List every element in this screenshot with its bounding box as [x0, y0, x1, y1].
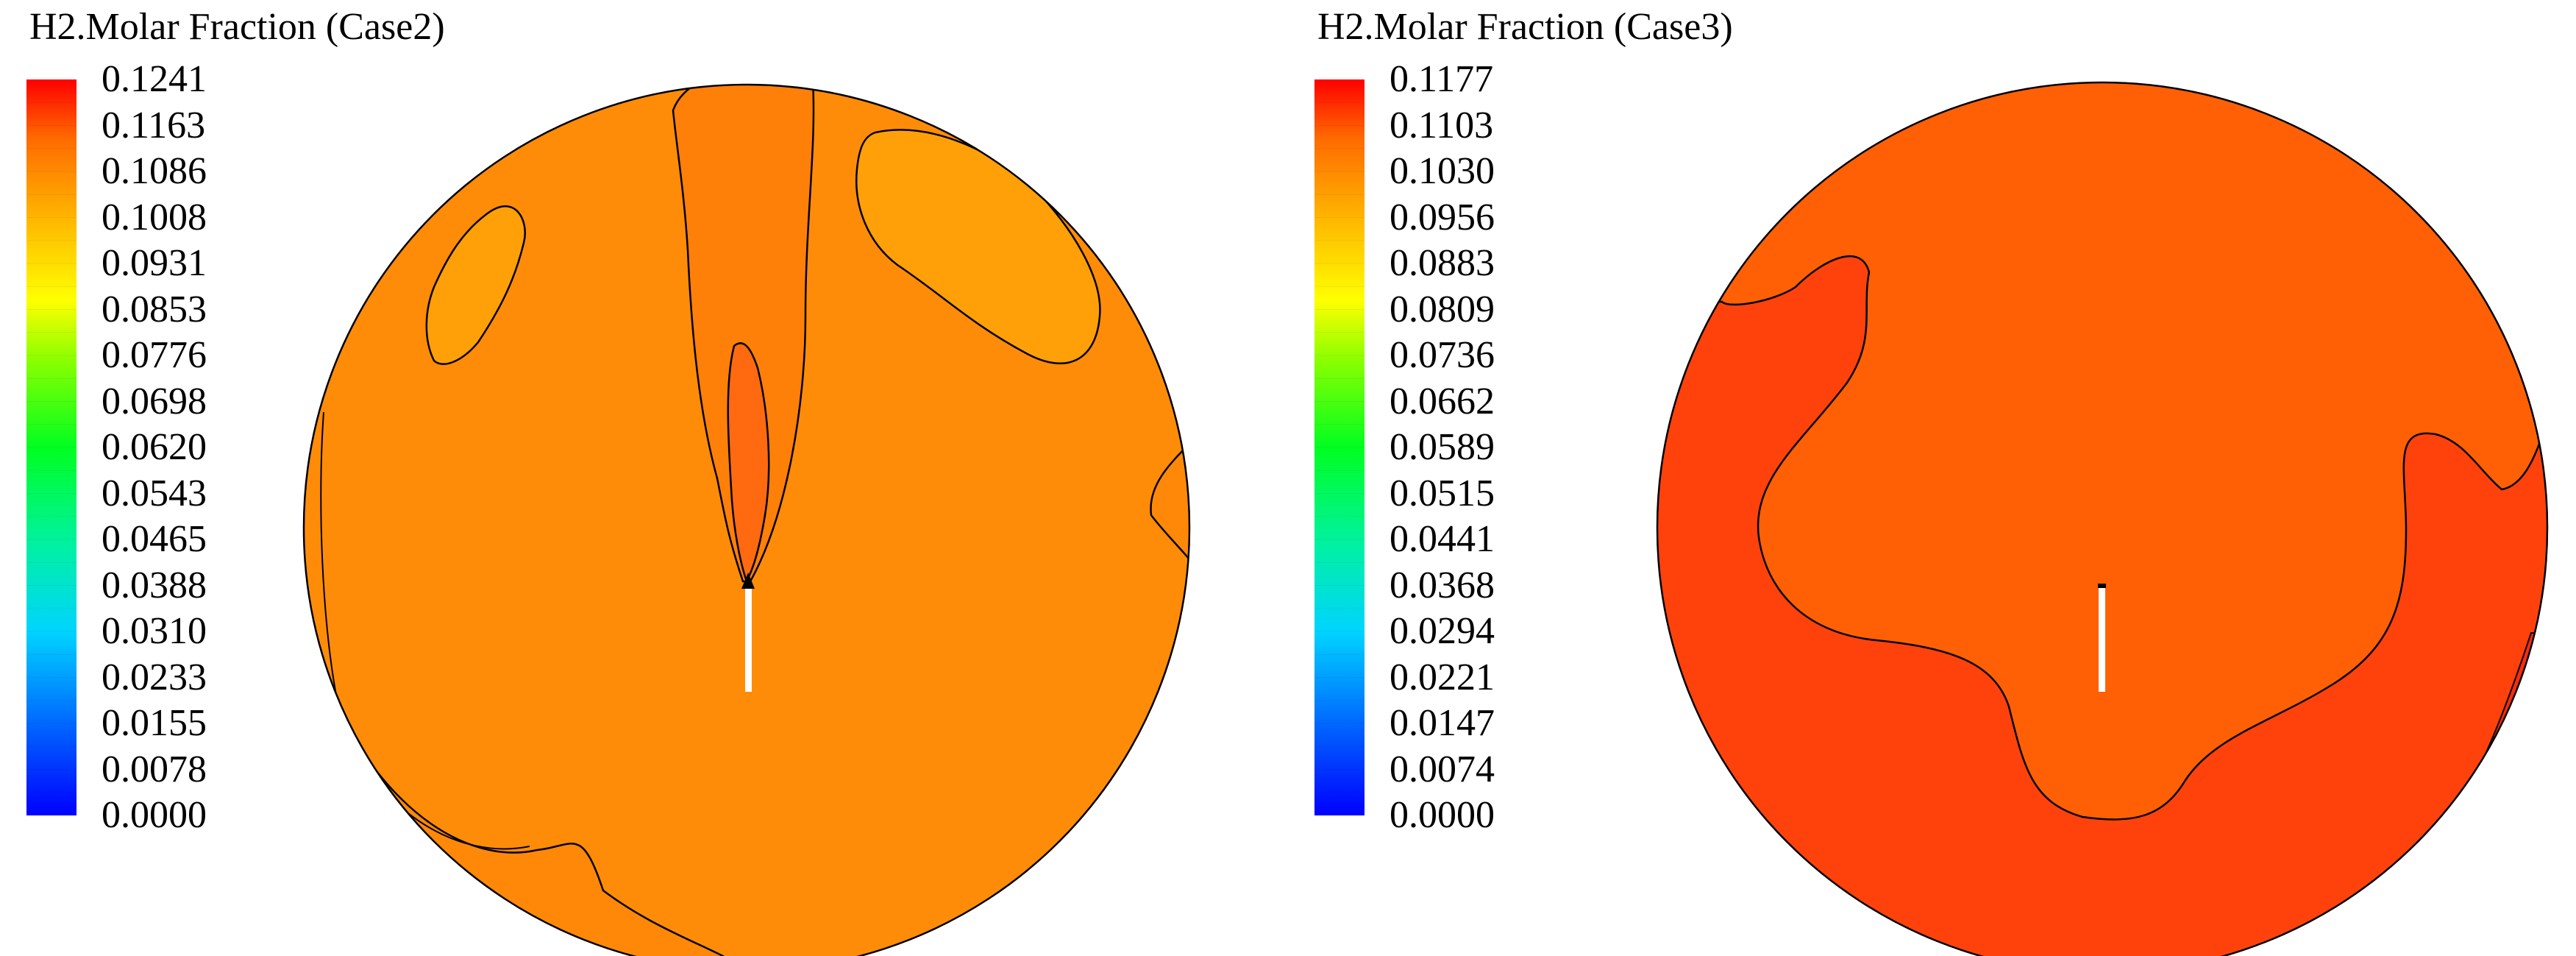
colorbar-gradient [1314, 79, 1365, 815]
colorbar-tick-label: 0.0294 [1390, 610, 1495, 652]
colorbar-tick-label: 0.0883 [1390, 242, 1495, 284]
colorbar-tick-label: 0.0543 [102, 472, 207, 514]
colorbar-tick-label: 0.1030 [1390, 150, 1495, 192]
contour-region-plume-core [727, 342, 770, 584]
contour-plot-case2 [302, 83, 1191, 956]
colorbar-tick-label: 0.0388 [102, 564, 207, 606]
colorbar-gradient [26, 79, 77, 815]
contour-region-plume [672, 85, 815, 583]
colorbar-tick-label: 0.0221 [1390, 656, 1495, 698]
colorbar-tick-label: 0.1163 [102, 104, 206, 146]
nozzle-tip [2098, 584, 2106, 588]
colorbar [1314, 79, 1365, 815]
chart-panel-case3: H2.Molar Fraction (Case3) 0.1177 0.1103 0.… [1288, 0, 2576, 956]
colorbar-tick-label: 0.0589 [1390, 426, 1495, 468]
colorbar-tick-label: 0.1008 [102, 196, 207, 238]
colorbar-tick-label: 0.0465 [102, 518, 207, 560]
colorbar-tick-label: 0.0620 [102, 426, 207, 468]
domain-boundary [1656, 81, 2549, 956]
colorbar-tick-label: 0.1086 [102, 150, 207, 192]
colorbar-bands [26, 102, 77, 793]
colorbar-tick-label: 0.1241 [102, 58, 207, 100]
chart-title: H2.Molar Fraction (Case3) [1317, 6, 1733, 48]
colorbar-tick-label: 0.0000 [102, 794, 207, 836]
colorbar-tick-label: 0.0931 [102, 242, 207, 284]
colorbar-bands [1314, 102, 1365, 793]
colorbar-tick-label: 0.0776 [102, 334, 207, 376]
domain-boundary [302, 83, 1191, 956]
nozzle-tip [741, 573, 755, 589]
colorbar-tick-label: 0.0736 [1390, 334, 1495, 376]
injector-nozzle [745, 587, 752, 692]
injector-nozzle [2099, 586, 2105, 692]
colorbar-tick-label: 0.0662 [1390, 380, 1495, 422]
colorbar-tick-label: 0.0368 [1390, 564, 1495, 606]
colorbar-tick-label: 0.0809 [1390, 288, 1495, 330]
colorbar-tick-label: 0.0000 [1390, 794, 1495, 836]
colorbar-tick-label: 0.0147 [1390, 702, 1495, 744]
colorbar-tick-label: 0.1177 [1390, 58, 1494, 100]
colorbar [26, 79, 77, 815]
colorbar-tick-label: 0.0074 [1390, 748, 1495, 790]
colorbar-tick-label: 0.1103 [1390, 104, 1494, 146]
contour-plot-case3 [1656, 81, 2549, 956]
chart-panel-case2: H2.Molar Fraction (Case2) 0.1241 0.1163 0.… [26, 6, 1191, 956]
colorbar-tick-label: 0.0441 [1390, 518, 1495, 560]
colorbar-tick-label: 0.0956 [1390, 196, 1495, 238]
contour-region-left-blob [425, 205, 526, 365]
colorbar-tick-label: 0.0698 [102, 380, 207, 422]
chart-title: H2.Molar Fraction (Case2) [29, 6, 445, 48]
colorbar-tick-label: 0.0310 [102, 610, 207, 652]
colorbar-tick-label: 0.0233 [102, 656, 207, 698]
colorbar-tick-label: 0.0515 [1390, 472, 1495, 514]
colorbar-tick-label: 0.0155 [102, 702, 207, 744]
contour-region-center [1657, 82, 2547, 821]
colorbar-tick-label: 0.0853 [102, 288, 207, 330]
colorbar-tick-label: 0.0078 [102, 748, 207, 790]
